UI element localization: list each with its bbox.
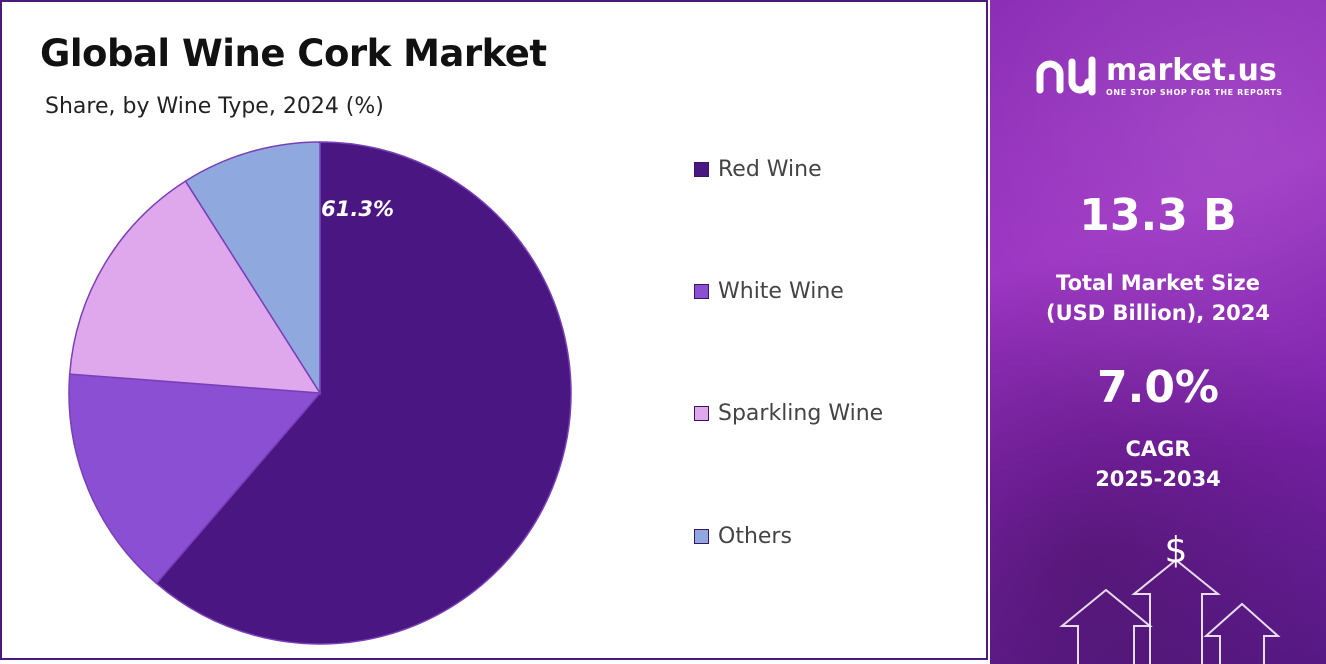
pie-slice-white-wine	[68, 373, 322, 585]
arrow-up-icon	[1131, 558, 1221, 664]
legend-label: Others	[718, 524, 792, 549]
background-overlay	[990, 0, 1326, 664]
market-size-label: Total Market Size	[1056, 271, 1260, 295]
chart-subtitle: Share, by Wine Type, 2024 (%)	[45, 94, 384, 119]
legend-item-red-wine: Red Wine	[694, 157, 822, 182]
legend-swatch	[694, 406, 709, 421]
brand-name: market.us	[1106, 52, 1277, 88]
legend-swatch	[694, 529, 709, 544]
legend-item-others: Others	[694, 524, 792, 549]
market-size-unit-label: (USD Billion), 2024	[1045, 301, 1271, 325]
arrow-up-icon	[1203, 602, 1281, 664]
pie-slice-sparkling-wine	[68, 180, 322, 394]
legend-label: Sparkling Wine	[718, 401, 884, 426]
legend-label: White Wine	[718, 279, 844, 304]
legend-item-sparkling-wine: Sparkling Wine	[694, 401, 883, 426]
legend-swatch	[694, 284, 709, 299]
pie-slice-red-wine	[155, 141, 572, 645]
legend-label: Red Wine	[718, 157, 822, 182]
brand-logo: market.us ONE STOP SHOP FOR THE REPORTS	[1034, 52, 1283, 100]
legend-item-white-wine: White Wine	[694, 279, 844, 304]
cagr-value: 7.0%	[1096, 362, 1220, 413]
pie-chart: 61.3%	[68, 141, 572, 645]
market-us-logo-icon	[1036, 56, 1096, 96]
market-size-value: 13.3 B	[1079, 190, 1237, 241]
legend-swatch	[694, 162, 709, 177]
data-label-red-wine: 61.3%	[321, 197, 394, 221]
arrow-up-icon	[1059, 588, 1153, 664]
chart-title: Global Wine Cork Market	[40, 32, 547, 75]
cagr-period: 2025-2034	[1095, 467, 1221, 491]
growth-arrows-decoration: $	[1059, 530, 1281, 664]
brand-tagline: ONE STOP SHOP FOR THE REPORTS	[1106, 87, 1283, 97]
cagr-label: CAGR	[1125, 437, 1191, 461]
pie-slice-others	[184, 141, 321, 396]
dollar-icon: $	[1165, 530, 1188, 571]
summary-panel: $ market.us ONE STOP SHOP FOR THE REPORT…	[990, 0, 1326, 664]
